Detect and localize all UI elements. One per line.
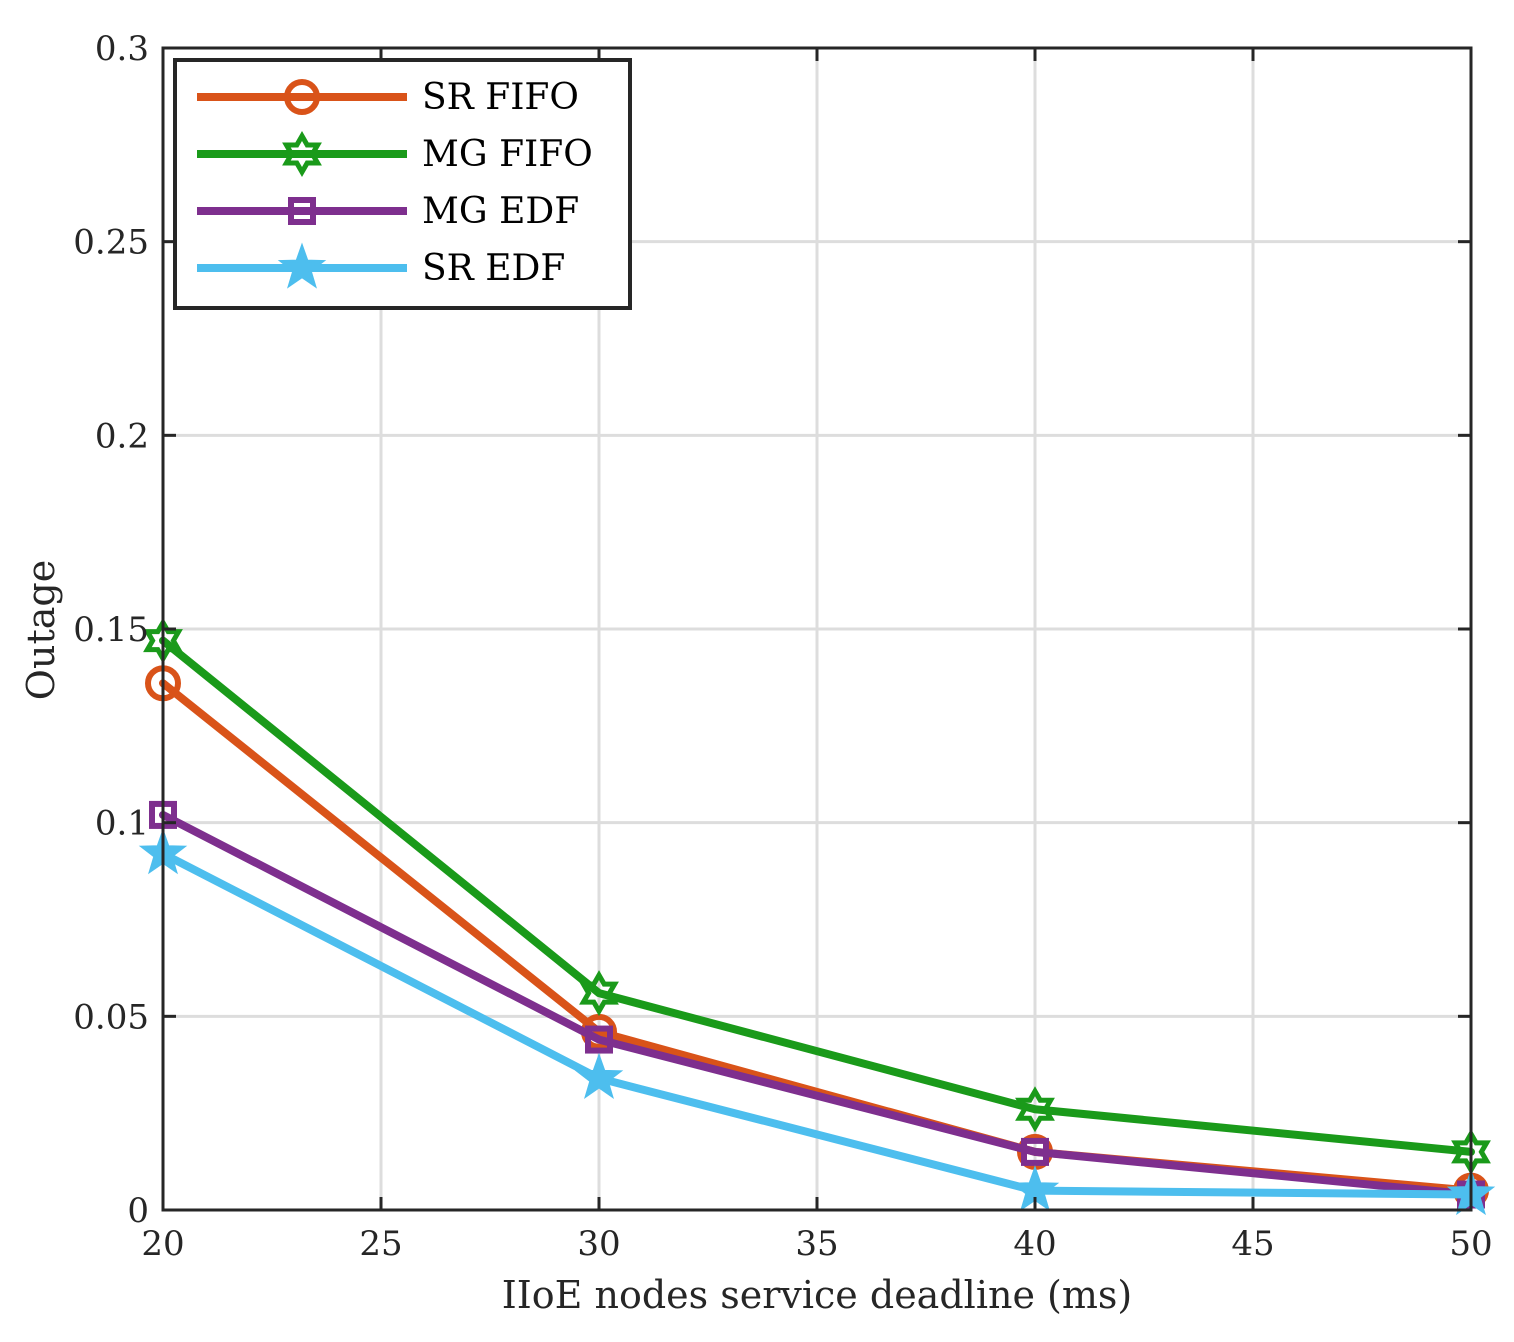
y-tick-label: 0.05 xyxy=(73,997,149,1037)
grid-lines xyxy=(163,48,1471,1210)
data-point-mg-fifo xyxy=(579,970,619,1017)
series-line-sr-edf xyxy=(159,849,1475,1199)
y-tick-label: 0.1 xyxy=(95,804,149,844)
y-tick-label: 0.25 xyxy=(73,223,149,263)
series-mg-fifo xyxy=(143,617,1491,1175)
legend-marker-mg-fifo xyxy=(282,131,322,177)
data-point-sr-edf xyxy=(574,1052,624,1099)
tick-labels: 20 25 30 35 40 45 50 0 0.05 0.1 0.15 0.2 0.25 0.3 xyxy=(73,29,1492,1264)
legend-item-mg-fifo: MG FIFO xyxy=(197,131,593,177)
x-tick-label: 45 xyxy=(1231,1224,1274,1264)
y-tick-label: 0.2 xyxy=(95,416,149,456)
series-line-mg-edf xyxy=(159,810,1475,1199)
x-tick-label: 40 xyxy=(1013,1224,1056,1264)
legend-label-mg-edf: MG EDF xyxy=(422,191,579,232)
legend-item-sr-fifo: SR FIFO xyxy=(197,77,579,118)
x-tick-label: 25 xyxy=(359,1224,402,1264)
legend: SR FIFO MG FIFO MG EDF SR EDF xyxy=(173,58,632,310)
data-point-mg-edf xyxy=(585,1025,613,1054)
series-group xyxy=(138,617,1496,1216)
x-tick-label: 35 xyxy=(795,1224,838,1264)
x-tick-label: 20 xyxy=(141,1224,184,1264)
x-axis-title: IIoE nodes service deadline (ms) xyxy=(502,1273,1132,1317)
legend-marker-sr-fifo xyxy=(284,79,320,115)
y-tick-label: 0 xyxy=(127,1191,149,1231)
x-tick-label: 30 xyxy=(577,1224,620,1264)
x-tick-label: 50 xyxy=(1449,1224,1492,1264)
y-tick-label: 0.3 xyxy=(95,29,149,69)
axes-frame xyxy=(161,46,1473,1212)
data-point-mg-fifo xyxy=(1015,1086,1055,1133)
y-axis-title: Outage xyxy=(19,560,63,700)
legend-label-sr-edf: SR EDF xyxy=(422,248,565,289)
legend-marker-mg-edf xyxy=(288,197,316,225)
series-line-mg-fifo xyxy=(159,636,1475,1156)
legend-label-sr-fifo: SR FIFO xyxy=(422,77,579,118)
legend-marker-sr-edf xyxy=(277,242,327,289)
legend-item-mg-edf: MG EDF xyxy=(197,191,579,232)
legend-label-mg-fifo: MG FIFO xyxy=(422,134,593,175)
y-tick-label: 0.15 xyxy=(73,610,149,650)
legend-item-sr-edf: SR EDF xyxy=(197,242,565,289)
data-point-mg-edf xyxy=(1021,1137,1049,1166)
